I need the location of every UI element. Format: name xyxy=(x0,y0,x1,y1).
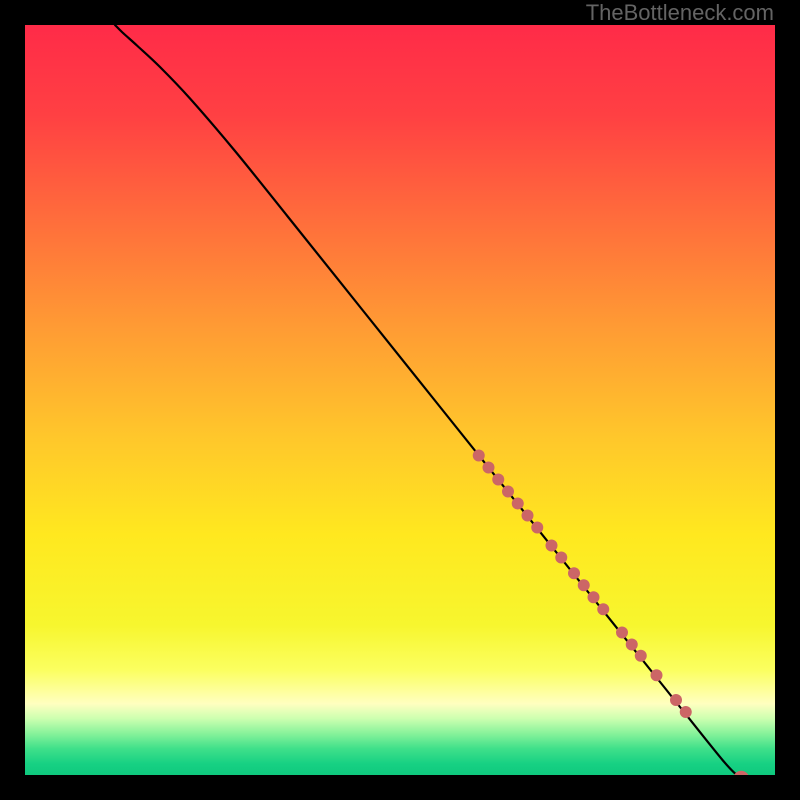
data-marker xyxy=(597,603,609,615)
data-marker xyxy=(626,639,638,651)
frame-bottom xyxy=(0,775,800,800)
data-marker xyxy=(483,462,495,474)
data-marker xyxy=(531,522,543,534)
chart-background xyxy=(25,25,775,775)
data-marker xyxy=(635,650,647,662)
data-marker xyxy=(522,510,534,522)
data-marker xyxy=(578,579,590,591)
data-marker xyxy=(616,627,628,639)
frame-left xyxy=(0,0,25,800)
data-marker xyxy=(502,486,514,498)
data-marker xyxy=(512,498,524,510)
data-marker xyxy=(670,694,682,706)
data-marker xyxy=(555,552,567,564)
watermark-text: TheBottleneck.com xyxy=(586,0,774,26)
data-marker xyxy=(473,450,485,462)
data-marker xyxy=(588,591,600,603)
plot-area xyxy=(25,25,775,775)
data-marker xyxy=(546,540,558,552)
data-marker xyxy=(492,474,504,486)
data-marker xyxy=(568,567,580,579)
frame-right xyxy=(775,0,800,800)
chart-svg xyxy=(25,25,775,775)
data-marker xyxy=(651,669,663,681)
data-marker xyxy=(680,706,692,718)
